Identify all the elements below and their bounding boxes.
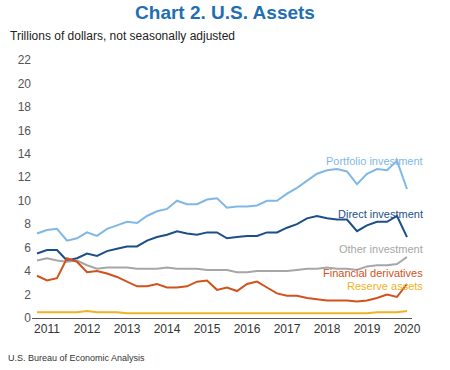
- svg-text:2: 2: [24, 288, 31, 302]
- svg-text:2012: 2012: [74, 322, 101, 336]
- svg-text:Reserve assets: Reserve assets: [347, 280, 423, 292]
- svg-text:Direct investment: Direct investment: [338, 208, 423, 220]
- svg-text:2015: 2015: [194, 322, 221, 336]
- svg-text:U.S. Bureau of Economic Analys: U.S. Bureau of Economic Analysis: [8, 353, 145, 363]
- svg-text:Trillions of dollars, not seas: Trillions of dollars, not seasonally adj…: [10, 29, 235, 43]
- svg-text:2018: 2018: [314, 322, 341, 336]
- svg-text:12: 12: [18, 170, 32, 184]
- svg-text:16: 16: [18, 124, 32, 138]
- svg-text:14: 14: [18, 147, 32, 161]
- svg-text:Financial derivatives: Financial derivatives: [323, 267, 423, 279]
- svg-text:8: 8: [24, 217, 31, 231]
- svg-text:18: 18: [18, 100, 32, 114]
- svg-text:10: 10: [18, 194, 32, 208]
- svg-text:2014: 2014: [154, 322, 181, 336]
- svg-text:2016: 2016: [234, 322, 261, 336]
- svg-text:0: 0: [24, 311, 31, 325]
- svg-text:Portfolio investment: Portfolio investment: [326, 155, 423, 167]
- svg-text:Other investment: Other investment: [339, 243, 423, 255]
- svg-text:6: 6: [24, 241, 31, 255]
- svg-text:2013: 2013: [114, 322, 141, 336]
- svg-text:4: 4: [24, 264, 31, 278]
- svg-text:20: 20: [18, 77, 32, 91]
- svg-text:2019: 2019: [354, 322, 381, 336]
- svg-text:22: 22: [18, 53, 32, 67]
- svg-text:Chart 2. U.S. Assets: Chart 2. U.S. Assets: [135, 2, 315, 23]
- svg-text:2020: 2020: [394, 322, 421, 336]
- svg-text:2017: 2017: [274, 322, 301, 336]
- svg-text:2011: 2011: [34, 322, 60, 336]
